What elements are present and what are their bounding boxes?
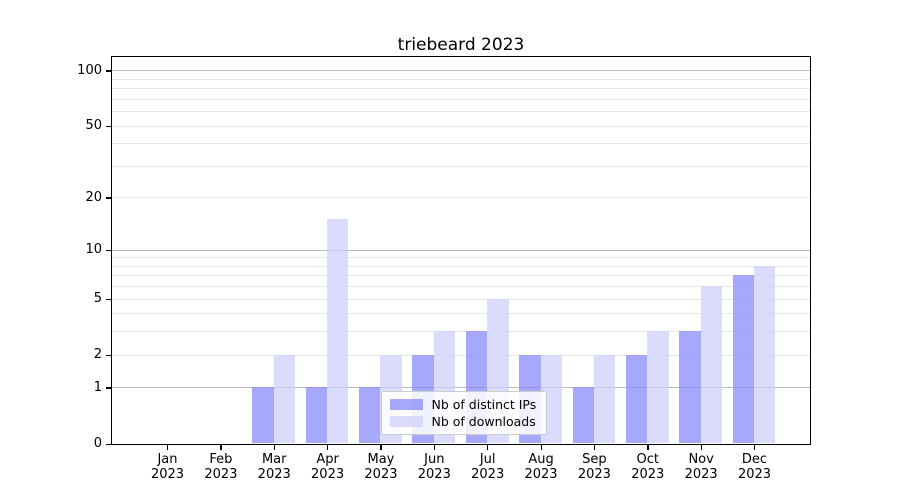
legend-label-downloads: Nb of downloads xyxy=(431,413,536,429)
y-tick-label-10: 10 xyxy=(85,242,102,258)
gridline-minor-60 xyxy=(111,111,810,113)
y-tick-label-100: 100 xyxy=(77,62,102,78)
gridline-minor-9 xyxy=(111,257,810,259)
y-tick-label-50: 50 xyxy=(85,118,102,134)
gridline-minor-8 xyxy=(111,265,810,267)
y-tick-label-2: 2 xyxy=(93,347,102,363)
x-tick-sep xyxy=(593,445,596,450)
y-tick-10 xyxy=(106,249,111,251)
bar-distinct-ips-dec xyxy=(732,275,754,444)
y-tick-0 xyxy=(106,443,111,445)
gridline-minor-40 xyxy=(111,143,810,145)
x-tick-label-may: May 2023 xyxy=(364,452,398,482)
x-tick-label-apr: Apr 2023 xyxy=(311,452,345,482)
y-tick-label-5: 5 xyxy=(93,291,102,307)
y-tick-label-1: 1 xyxy=(93,379,102,395)
bar-distinct-ips-oct xyxy=(625,354,648,444)
x-tick-dec xyxy=(754,445,756,450)
legend-item-distinct-ips: Nb of distinct IPs xyxy=(389,396,538,412)
x-tick-label-sep: Sep 2023 xyxy=(577,452,611,482)
x-tick-label-mar: Mar 2023 xyxy=(257,452,291,482)
bar-distinct-ips-mar xyxy=(252,387,274,444)
x-tick-feb xyxy=(220,445,222,450)
gridline-minor-4 xyxy=(111,313,810,315)
gridline-minor-5 xyxy=(111,298,810,300)
x-tick-oct xyxy=(647,445,649,450)
x-tick-label-jan: Jan 2023 xyxy=(150,452,185,482)
y-tick-label-20: 20 xyxy=(85,189,102,205)
x-tick-jun xyxy=(433,445,436,450)
bar-downloads-dec xyxy=(754,265,776,444)
x-tick-mar xyxy=(273,445,276,450)
gridline-major-1 xyxy=(111,387,810,389)
x-tick-aug xyxy=(540,445,542,450)
legend-item-downloads: Nb of downloads xyxy=(389,413,538,429)
bar-distinct-ips-may xyxy=(359,387,381,444)
legend-label-distinct-ips: Nb of distinct IPs xyxy=(431,396,537,412)
y-tick-5 xyxy=(106,298,111,300)
gridline-minor-7 xyxy=(111,275,810,277)
x-tick-label-oct: Oct 2023 xyxy=(631,452,665,482)
chart-title: triebeard 2023 xyxy=(397,35,525,55)
bar-distinct-ips-sep xyxy=(572,387,594,444)
bar-distinct-ips-nov xyxy=(679,331,701,444)
gridline-minor-90 xyxy=(111,78,810,80)
x-tick-jan xyxy=(167,445,169,450)
plot-area: Nb of distinct IPs Nb of downloads xyxy=(110,55,811,445)
gridline-minor-20 xyxy=(111,197,810,199)
gridline-minor-6 xyxy=(111,286,810,288)
bar-downloads-sep xyxy=(593,354,616,444)
y-tick-100 xyxy=(106,70,111,72)
y-tick-2 xyxy=(106,354,111,356)
x-tick-nov xyxy=(700,445,702,450)
y-tick-20 xyxy=(106,197,111,199)
x-tick-apr xyxy=(327,445,329,450)
x-tick-may xyxy=(380,445,382,450)
y-tick-50 xyxy=(106,125,111,127)
gridline-minor-30 xyxy=(111,165,810,167)
legend-swatch-distinct-ips xyxy=(389,398,423,410)
x-tick-label-aug: Aug 2023 xyxy=(524,452,558,482)
x-tick-label-dec: Dec 2023 xyxy=(737,452,772,482)
x-tick-jul xyxy=(487,445,489,450)
bar-downloads-mar xyxy=(273,354,296,444)
x-tick-label-jun: Jun 2023 xyxy=(417,452,451,482)
x-tick-label-jul: Jul 2023 xyxy=(471,452,505,482)
bar-downloads-oct xyxy=(647,331,669,444)
bar-distinct-ips-apr xyxy=(305,387,328,444)
gridline-major-10 xyxy=(111,249,810,251)
gridline-major-100 xyxy=(111,70,810,72)
x-tick-label-nov: Nov 2023 xyxy=(684,452,718,482)
legend: Nb of distinct IPs Nb of downloads xyxy=(380,390,547,435)
bar-downloads-nov xyxy=(700,286,722,444)
bar-downloads-apr xyxy=(327,219,349,444)
gridline-minor-50 xyxy=(111,125,810,127)
gridline-minor-80 xyxy=(111,88,810,90)
gridline-minor-3 xyxy=(111,331,810,333)
legend-swatch-downloads xyxy=(389,415,423,427)
y-tick-label-0: 0 xyxy=(93,436,102,451)
x-tick-label-feb: Feb 2023 xyxy=(204,452,238,482)
y-tick-1 xyxy=(106,387,111,389)
gridline-minor-70 xyxy=(111,98,810,100)
gridline-minor-2 xyxy=(111,354,810,356)
